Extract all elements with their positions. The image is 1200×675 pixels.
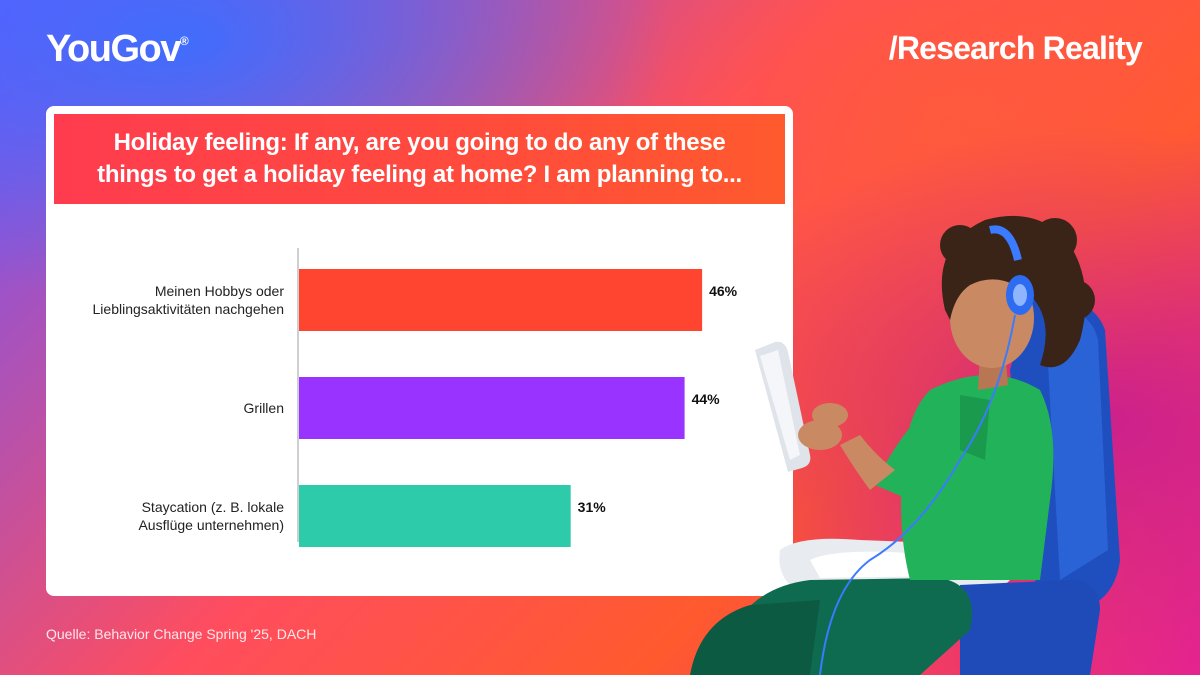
bar-chart: 46% Meinen Hobbys oder Lieblingsaktivitäte… <box>93 248 738 547</box>
value-label-1: 46% <box>709 283 738 299</box>
category-label-2: Grillen <box>244 400 284 416</box>
logo-text: YouGov <box>46 28 181 70</box>
question-line-2: things to get a holiday feeling at home?… <box>97 161 742 188</box>
category-label-1: Meinen Hobbys oder Lieblingsaktivitäten n… <box>93 283 285 317</box>
question-title: Holiday feeling: If any, are you going t… <box>54 114 785 204</box>
woman-with-tablet-illustration <box>690 215 1120 675</box>
bar-2 <box>299 377 685 439</box>
category-label-3: Staycation (z. B. lokale Ausflüge unterne… <box>138 499 284 533</box>
research-reality-tagline: /Research Reality <box>888 30 1143 66</box>
bar-1 <box>299 269 703 331</box>
source-note: Quelle: Behavior Change Spring '25, DACH <box>46 626 317 642</box>
logo-registered-mark: ® <box>179 34 189 48</box>
value-label-2: 44% <box>692 391 721 407</box>
value-label-3: 31% <box>578 499 607 515</box>
yougov-logo: YouGov® <box>46 28 189 71</box>
question-line-1: Holiday feeling: If any, are you going t… <box>113 129 726 156</box>
bar-3 <box>299 485 571 547</box>
chart-card: Holiday feeling: If any, are you going t… <box>46 106 793 596</box>
